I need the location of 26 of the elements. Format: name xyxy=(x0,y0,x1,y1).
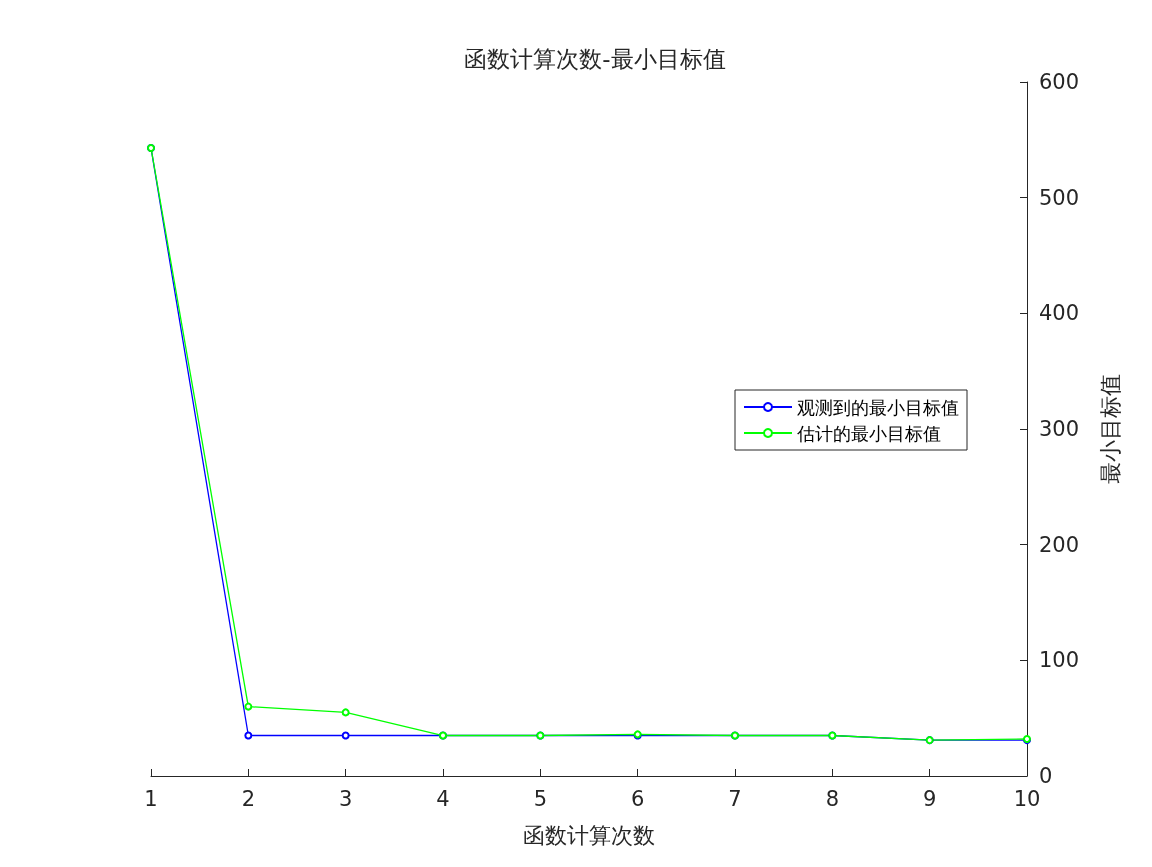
x-tick-label: 8 xyxy=(825,786,840,811)
point xyxy=(341,708,350,717)
point xyxy=(244,702,253,711)
legend-label: 观测到的最小目标值 xyxy=(797,396,959,418)
x-tick-label: 5 xyxy=(533,786,548,811)
y-tick-label: 100 xyxy=(1039,648,1080,673)
x-tick-label: 1 xyxy=(144,786,158,811)
point xyxy=(341,731,350,740)
x-tick-label: 7 xyxy=(728,786,742,811)
y-axis-title: 最小目标值 xyxy=(1097,374,1123,484)
x-axis-title: 函数计算次数 xyxy=(523,822,655,848)
y-tick-label: 200 xyxy=(1039,532,1080,557)
chart-title: 函数计算次数-最小目标值 xyxy=(464,45,726,72)
x-tick-label: 6 xyxy=(630,786,645,811)
x-tick-label: 2 xyxy=(241,786,256,811)
x-tick-label: 10 xyxy=(1013,786,1041,811)
legend-label: 估计的最小目标值 xyxy=(796,422,941,444)
x-tick-label: 4 xyxy=(436,786,450,811)
point xyxy=(244,731,253,740)
y-tick-label: 400 xyxy=(1039,301,1080,326)
y-tick-label: 500 xyxy=(1039,185,1080,210)
x-tick-label: 9 xyxy=(922,786,937,811)
x-tick-label: 3 xyxy=(338,786,353,811)
y-tick-label: 600 xyxy=(1039,70,1080,94)
y-tick-label: 0 xyxy=(1039,764,1053,788)
y-tick-label: 300 xyxy=(1039,417,1080,441)
